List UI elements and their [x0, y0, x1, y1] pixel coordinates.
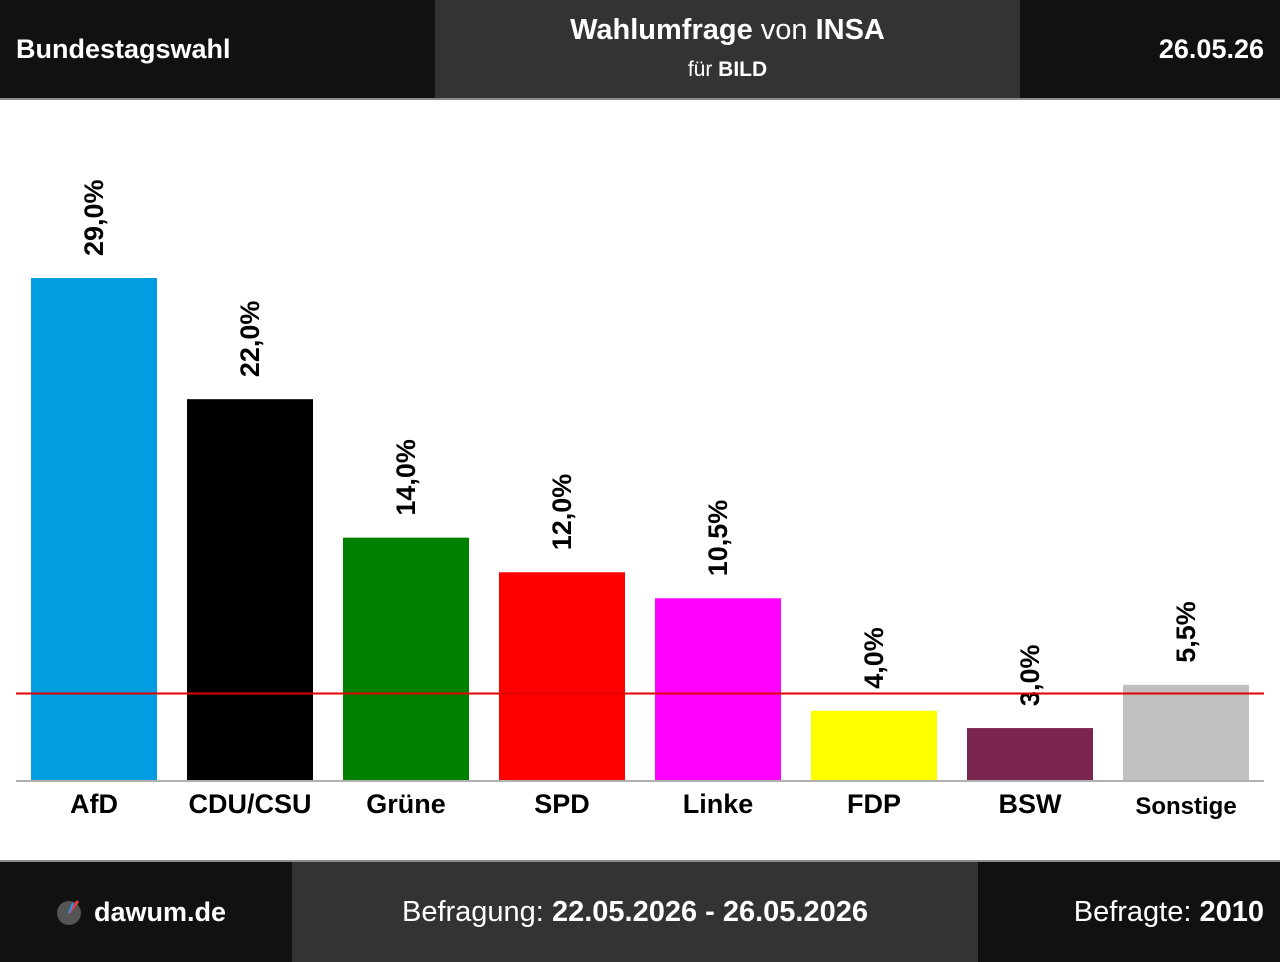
respondents-count: 2010 — [1199, 895, 1264, 928]
category-label: BSW — [999, 789, 1063, 819]
value-label: 29,0% — [79, 179, 109, 256]
poll-client: für BILD — [435, 58, 1020, 82]
von-word: von — [760, 14, 808, 46]
footer: dawum.de Befragung: 22.05.2026 - 26.05.2… — [0, 860, 1280, 962]
poll-info: Wahlumfrage von INSA für BILD — [435, 0, 1020, 98]
election-title: Bundestagswahl — [16, 33, 231, 64]
survey-period: 22.05.2026 - 26.05.2026 — [551, 895, 868, 928]
value-label: 3,0% — [1015, 645, 1045, 707]
site-logo[interactable]: dawum.de — [56, 862, 226, 962]
value-label: 12,0% — [547, 474, 577, 551]
bar-bsw — [967, 728, 1093, 780]
respondents-box: Befragte: 2010 — [1074, 862, 1264, 962]
category-label: CDU/CSU — [188, 789, 311, 819]
client-name: BILD — [718, 58, 768, 81]
bar-cdu-csu — [187, 399, 313, 780]
bar-spd — [499, 572, 625, 780]
survey-label: Befragung: — [401, 895, 544, 928]
category-label: FDP — [847, 789, 901, 819]
bar-sonstige — [1123, 684, 1249, 780]
bar-gr-ne — [343, 537, 469, 780]
value-label: 22,0% — [235, 301, 265, 378]
category-label: SPD — [534, 789, 590, 819]
respondents-label: Befragte: — [1073, 895, 1192, 928]
survey-period-box: Befragung: 22.05.2026 - 26.05.2026 — [292, 862, 978, 962]
bar-chart: 29,0% AfD 22,0% CDU/CSU 14,0% Grüne 12,0% SPD 10… — [16, 179, 1264, 820]
category-label: AfD — [70, 789, 118, 819]
bar-fdp — [811, 710, 937, 780]
category-label: Linke — [683, 789, 754, 819]
poll-title: Wahlumfrage von INSA — [435, 14, 1020, 47]
poll-date: 26.05.26 — [1158, 33, 1264, 64]
value-label: 10,5% — [703, 500, 733, 577]
institute-name: INSA — [815, 14, 885, 46]
category-label: Grüne — [366, 789, 446, 819]
value-label: 5,5% — [1171, 601, 1201, 663]
dawum-logo-icon — [56, 899, 82, 925]
fuer-word: für — [687, 58, 713, 81]
poll-word: Wahlumfrage — [570, 14, 753, 46]
header: Bundestagswahl Wahlumfrage von INSA für … — [0, 0, 1280, 100]
value-label: 14,0% — [391, 439, 421, 516]
value-label: 4,0% — [859, 627, 889, 689]
bar-afd — [31, 278, 157, 780]
category-label: Sonstige — [1135, 793, 1236, 820]
site-name: dawum.de — [94, 896, 227, 927]
bar-linke — [655, 598, 781, 780]
